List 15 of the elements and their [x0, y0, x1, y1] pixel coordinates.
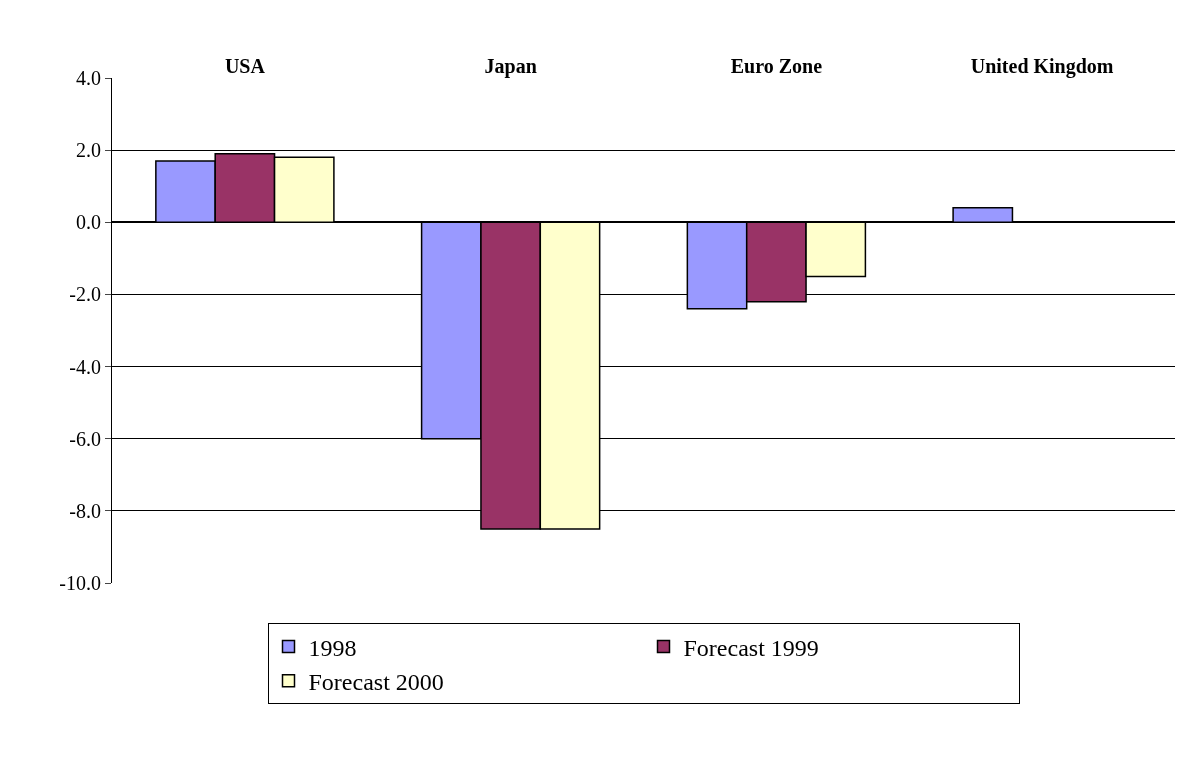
legend-label: 1998	[308, 634, 357, 661]
x-tick-label: United Kingdom	[970, 55, 1114, 78]
y-tick-label: 4.0	[76, 67, 101, 89]
x-tick-label: Japan	[484, 55, 537, 78]
y-tick-label: 0.0	[76, 211, 101, 234]
y-tick-label: -10.0	[59, 572, 101, 594]
y-tick-label: -4.0	[69, 355, 101, 378]
y-tick-label: 2.0	[76, 139, 101, 162]
legend-label: Forecast 2000	[308, 669, 444, 696]
y-tick-label: -8.0	[69, 499, 101, 522]
y-tick-label: -6.0	[69, 427, 101, 450]
y-tick-label: -2.0	[69, 283, 101, 306]
x-tick-label: USA	[224, 55, 266, 77]
x-tick-label: Euro Zone	[730, 55, 823, 77]
legend-label: Forecast 1999	[683, 634, 819, 661]
